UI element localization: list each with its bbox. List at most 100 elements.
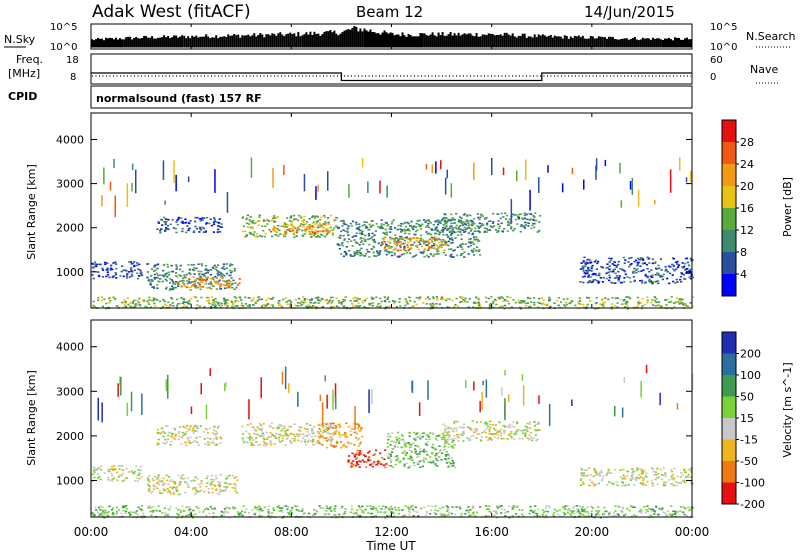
- range-cell: [521, 438, 524, 440]
- noise-bar: [609, 36, 612, 48]
- noise-bar: [223, 36, 226, 48]
- range-cell: [339, 234, 342, 237]
- range-cell: [635, 515, 638, 517]
- nsearch-label: N.Search: [746, 30, 796, 43]
- range-cell: [392, 512, 395, 514]
- freq-tick-low: 8: [70, 72, 76, 83]
- range-cell: [536, 231, 539, 233]
- range-cell: [383, 241, 386, 243]
- noise-bar: [227, 34, 230, 48]
- noise-bar: [547, 35, 550, 48]
- range-cell: [180, 436, 183, 439]
- noise-left-tick-high: 10^5: [50, 22, 77, 33]
- noise-bar: [307, 34, 310, 48]
- range-cell: [683, 513, 686, 516]
- range-cell: [132, 511, 135, 513]
- range-cell: [385, 231, 388, 234]
- range-cell: [231, 305, 234, 308]
- range-cell: [133, 265, 136, 268]
- range-cell: [162, 477, 165, 480]
- range-cell: [487, 425, 490, 428]
- range-cell: [404, 442, 407, 445]
- range-cell: [367, 234, 371, 237]
- range-cell: [602, 305, 605, 308]
- range-cell: [453, 422, 456, 424]
- range-cell: [258, 422, 261, 425]
- range-cell: [219, 442, 222, 444]
- noise-bar: [267, 34, 270, 48]
- range-cell: [439, 222, 442, 224]
- range-cell: [227, 286, 231, 288]
- range-cell: [199, 228, 202, 230]
- range-cell: [494, 433, 497, 435]
- range-cell: [529, 505, 532, 508]
- range-cell: [324, 223, 328, 225]
- range-cell: [432, 447, 435, 449]
- noise-bar: [419, 33, 422, 48]
- range-cell: [382, 505, 385, 507]
- range-cell: [182, 434, 185, 437]
- scatter-streak: [425, 163, 428, 170]
- range-cell: [306, 305, 310, 308]
- range-cell: [107, 478, 110, 481]
- range-cell: [386, 446, 389, 448]
- range-cell: [379, 249, 382, 252]
- range-cell: [331, 234, 334, 237]
- range-cell: [356, 423, 359, 425]
- range-cell: [462, 299, 465, 301]
- colorbar-band: [722, 252, 736, 274]
- range-cell: [475, 246, 479, 248]
- noise-bar: [459, 35, 462, 48]
- range-cell: [560, 301, 563, 303]
- range-cell: [338, 244, 341, 247]
- noise-bar: [603, 37, 606, 48]
- range-cell: [687, 272, 690, 274]
- range-cell: [604, 510, 607, 513]
- range-cell: [443, 249, 446, 252]
- range-cell: [470, 221, 473, 224]
- range-cell: [450, 253, 453, 256]
- range-cell: [179, 482, 182, 484]
- range-cell: [358, 460, 361, 462]
- range-cell: [425, 438, 428, 441]
- range-cell: [179, 426, 182, 428]
- range-cell: [595, 259, 598, 262]
- range-cell: [682, 303, 685, 306]
- range-cell: [380, 511, 383, 513]
- range-cell: [284, 232, 287, 235]
- range-cell: [180, 297, 183, 299]
- range-cell: [241, 514, 244, 517]
- scatter-streak: [450, 183, 453, 198]
- range-cell: [183, 481, 187, 483]
- range-cell: [192, 509, 195, 512]
- noise-bar: [359, 28, 362, 48]
- range-cell: [632, 270, 635, 273]
- range-cell: [360, 453, 363, 455]
- range-cell: [376, 461, 379, 463]
- range-cell: [566, 509, 569, 511]
- range-cell: [450, 230, 453, 232]
- range-cell: [464, 243, 467, 245]
- range-cell: [194, 216, 197, 219]
- range-cell: [189, 480, 192, 482]
- range-cell: [423, 448, 426, 451]
- range-cell: [367, 251, 370, 253]
- range-cell: [453, 305, 456, 308]
- range-cell: [419, 239, 422, 242]
- range-cell: [396, 455, 399, 457]
- range-cell: [280, 425, 283, 427]
- range-cell: [285, 226, 288, 228]
- range-cell: [310, 225, 313, 227]
- range-cell: [533, 420, 536, 423]
- range-cell: [474, 428, 477, 430]
- noise-bar: [141, 38, 144, 48]
- range-cell: [213, 426, 216, 429]
- range-cell: [157, 280, 160, 283]
- range-cell: [357, 302, 360, 304]
- range-cell: [667, 265, 671, 267]
- range-cell: [384, 300, 387, 303]
- range-cell: [687, 476, 690, 478]
- range-cell: [138, 477, 141, 480]
- range-cell: [533, 512, 536, 514]
- range-cell: [586, 268, 589, 271]
